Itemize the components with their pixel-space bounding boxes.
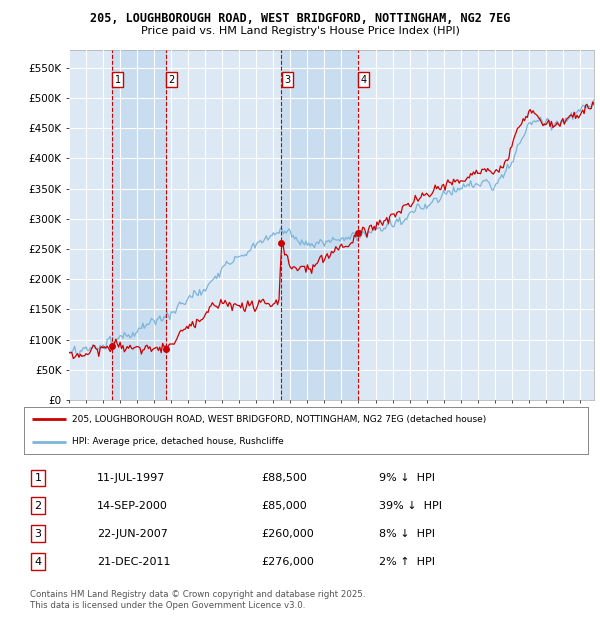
Text: 1: 1 — [35, 473, 41, 483]
Text: 3: 3 — [284, 75, 290, 85]
Text: 8% ↓  HPI: 8% ↓ HPI — [379, 529, 436, 539]
Text: £276,000: £276,000 — [261, 557, 314, 567]
Text: 11-JUL-1997: 11-JUL-1997 — [97, 473, 166, 483]
Text: 9% ↓  HPI: 9% ↓ HPI — [379, 473, 436, 483]
Text: £260,000: £260,000 — [261, 529, 314, 539]
Text: Contains HM Land Registry data © Crown copyright and database right 2025.
This d: Contains HM Land Registry data © Crown c… — [30, 590, 365, 609]
Text: 4: 4 — [35, 557, 41, 567]
Text: 2: 2 — [169, 75, 175, 85]
Text: £85,000: £85,000 — [261, 501, 307, 511]
Text: 21-DEC-2011: 21-DEC-2011 — [97, 557, 171, 567]
Text: 14-SEP-2000: 14-SEP-2000 — [97, 501, 168, 511]
Text: Price paid vs. HM Land Registry's House Price Index (HPI): Price paid vs. HM Land Registry's House … — [140, 26, 460, 36]
Text: 205, LOUGHBOROUGH ROAD, WEST BRIDGFORD, NOTTINGHAM, NG2 7EG (detached house): 205, LOUGHBOROUGH ROAD, WEST BRIDGFORD, … — [72, 415, 486, 424]
Bar — [112, 50, 166, 400]
Text: 2: 2 — [35, 501, 41, 511]
Text: HPI: Average price, detached house, Rushcliffe: HPI: Average price, detached house, Rush… — [72, 437, 284, 446]
Text: 4: 4 — [361, 75, 367, 85]
Text: £88,500: £88,500 — [261, 473, 307, 483]
Text: 39% ↓  HPI: 39% ↓ HPI — [379, 501, 442, 511]
Text: 1: 1 — [115, 75, 121, 85]
Text: 205, LOUGHBOROUGH ROAD, WEST BRIDGFORD, NOTTINGHAM, NG2 7EG: 205, LOUGHBOROUGH ROAD, WEST BRIDGFORD, … — [90, 12, 510, 25]
Bar — [281, 50, 358, 400]
Text: 22-JUN-2007: 22-JUN-2007 — [97, 529, 168, 539]
Text: 2% ↑  HPI: 2% ↑ HPI — [379, 557, 436, 567]
Text: 3: 3 — [35, 529, 41, 539]
